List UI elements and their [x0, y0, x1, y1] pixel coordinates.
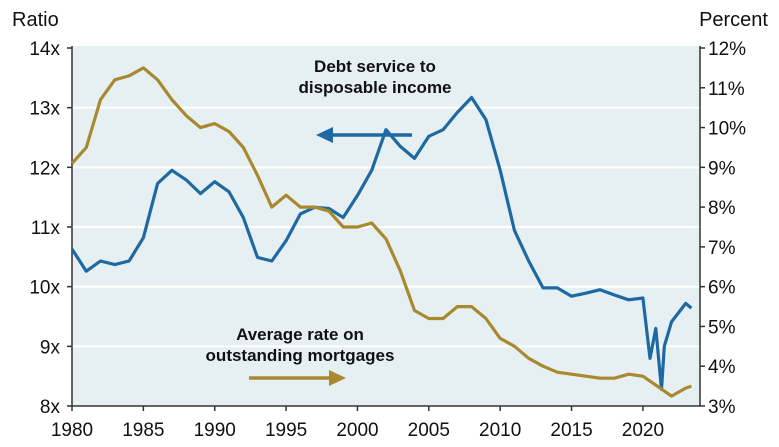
y-right-tick-label: 7% — [708, 238, 736, 259]
y-right-tick-label: 4% — [708, 357, 736, 378]
x-tick-label: 2000 — [336, 420, 378, 441]
y-left-tick-label: 10x — [29, 278, 60, 299]
debt-service-line — [70, 95, 693, 391]
x-tick-label: 1990 — [194, 420, 236, 441]
y-right-tick-label: 8% — [708, 198, 736, 219]
y-right-axis-label: Percent — [699, 9, 768, 31]
y-right-tick-label: 3% — [708, 397, 736, 418]
x-tick-label: 1980 — [51, 420, 93, 441]
debt-service-annotation-line1: Debt service to — [314, 57, 436, 76]
x-tick-label: 1995 — [265, 420, 307, 441]
y-left-tick-label: 14x — [29, 39, 60, 60]
y-left-tick-label: 9x — [40, 337, 61, 358]
mortgage-rate-annotation: Average rate on outstanding mortgages — [170, 324, 430, 366]
debt-service-annotation: Debt service to disposable income — [270, 56, 480, 98]
mortgage-rate-annotation-line1: Average rate on — [236, 325, 364, 344]
y-right-tick-label: 6% — [708, 278, 736, 299]
y-right-tick-label: 9% — [708, 158, 736, 179]
left-arrow-icon — [316, 127, 333, 143]
y-right-tick-label: 12% — [708, 39, 746, 60]
y-left-tick-label: 12x — [29, 158, 60, 179]
x-tick-label: 2010 — [479, 420, 521, 441]
x-tick-label: 2015 — [550, 420, 592, 441]
x-tick-label: 2020 — [622, 420, 664, 441]
x-tick-label: 2005 — [408, 420, 450, 441]
mortgage-rate-annotation-line2: outstanding mortgages — [205, 346, 395, 365]
y-left-axis-label: Ratio — [12, 9, 59, 31]
debt-service-annotation-line2: disposable income — [298, 78, 452, 97]
y-right-tick-label: 11% — [708, 79, 745, 100]
right-arrow-icon — [329, 370, 346, 386]
y-right-tick-label: 10% — [708, 119, 746, 140]
x-tick-label: 1985 — [122, 420, 164, 441]
mortgage-rate-line — [70, 66, 692, 398]
y-left-tick-label: 13x — [29, 99, 60, 120]
y-left-tick-label: 8x — [40, 397, 61, 418]
y-left-tick-label: 11x — [31, 218, 61, 239]
y-right-tick-label: 5% — [708, 317, 736, 338]
